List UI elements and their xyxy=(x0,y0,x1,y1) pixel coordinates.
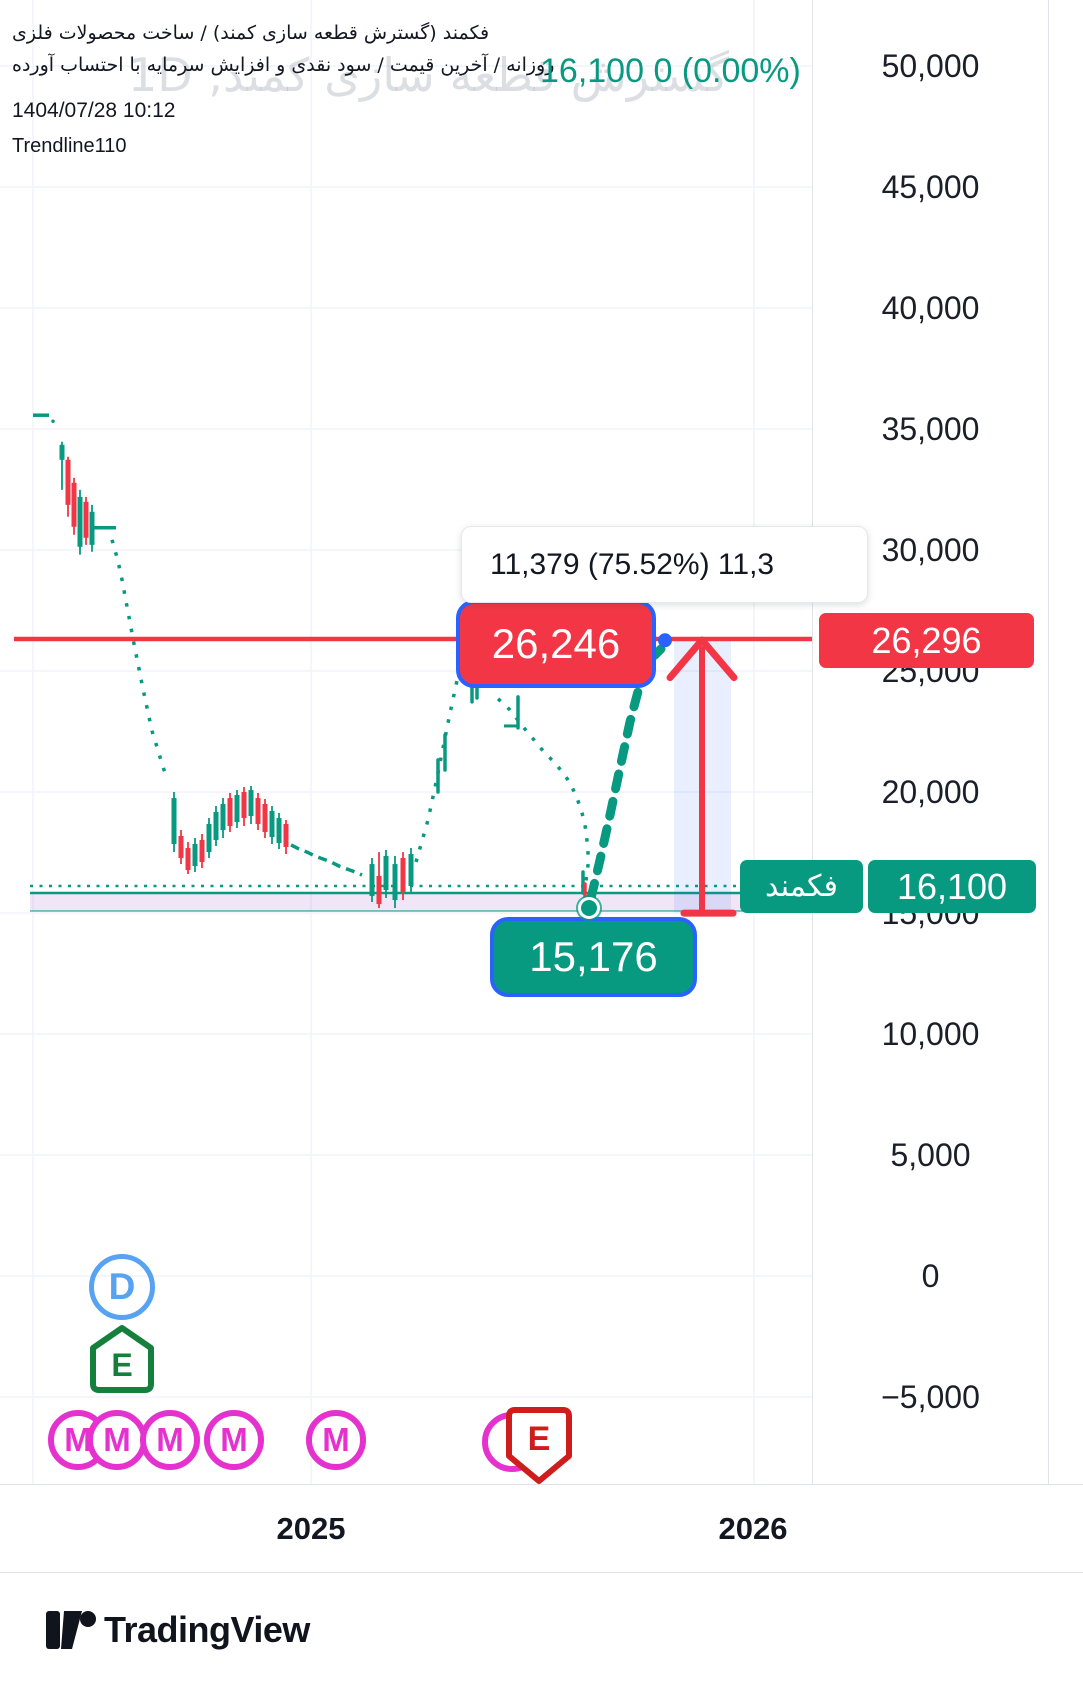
measurement-tooltip: 11,379 (75.52%) 11,3 xyxy=(461,526,868,603)
last-price-axis-tag: 16,100 xyxy=(868,860,1036,913)
event-shield-icon[interactable]: E xyxy=(504,1406,574,1486)
y-axis-tick-label: 5,000 xyxy=(890,1137,971,1173)
y-axis-tick-label: 20,000 xyxy=(881,774,980,810)
symbol-watermark: گسترش قطعه سازی کمند, 1D xyxy=(128,48,730,102)
y-axis-tick-label: 45,000 xyxy=(881,169,980,205)
y-axis-tick-label: 40,000 xyxy=(881,290,980,326)
y-axis-tick-label: 10,000 xyxy=(881,1016,980,1052)
y-axis-tick-label: 35,000 xyxy=(881,411,980,447)
candlestick-plot[interactable] xyxy=(0,0,1083,1484)
y-axis-tick-label: −5,000 xyxy=(881,1379,980,1415)
anchor-low-price-label[interactable]: 15,176 xyxy=(490,917,697,997)
footer: TradingView xyxy=(0,1573,1083,1688)
time-scale[interactable]: 2025 2026 xyxy=(0,1484,1083,1573)
dividend-icon[interactable]: D xyxy=(89,1254,155,1320)
target-price-label[interactable]: 26,246 xyxy=(456,600,656,688)
chart-pane[interactable]: گسترش قطعه سازی کمند, 1D فکمند (گسترش قط… xyxy=(0,0,1083,1484)
monthly-marker-icon[interactable]: M xyxy=(87,1410,147,1470)
footer-divider xyxy=(0,1572,1083,1573)
y-axis-tick-label: 0 xyxy=(921,1258,940,1294)
last-price-summary: 16,100 0 (0.00%) xyxy=(540,52,801,90)
tradingview-logo-text[interactable]: TradingView xyxy=(104,1609,310,1650)
monthly-marker-icon[interactable]: M xyxy=(204,1410,264,1470)
price-scale[interactable]: 26,296 16,100 50,000 45,000 40,000 35,000 30… xyxy=(812,0,1049,1484)
symbol-axis-tag: فکمند xyxy=(740,860,863,913)
monthly-marker-icon[interactable]: M xyxy=(306,1410,366,1470)
y-axis-tick-label: 50,000 xyxy=(881,48,980,84)
monthly-marker-icon[interactable]: M xyxy=(140,1410,200,1470)
year-tick-2026: 2026 xyxy=(718,1511,788,1546)
year-tick-2025: 2025 xyxy=(276,1511,346,1546)
last-bar-datetime: 1404/07/28 10:12 xyxy=(12,99,176,122)
y-axis-tick-label: 30,000 xyxy=(881,532,980,568)
measurement-tooltip-text: 11,379 (75.52%) 11,3 xyxy=(490,548,775,581)
tradingview-logo-icon[interactable] xyxy=(46,1609,102,1655)
svg-text:E: E xyxy=(111,1347,132,1383)
anchor-point-handle[interactable] xyxy=(578,897,600,920)
resistance-axis-price-tag[interactable]: 26,296 xyxy=(819,613,1034,668)
indicator-label[interactable]: Trendline110 xyxy=(12,135,127,157)
earnings-house-icon[interactable]: E xyxy=(89,1324,155,1394)
symbol-info-line[interactable]: روزانه / آخرین قیمت / سود نقدی و افزایش … xyxy=(12,54,555,76)
symbol-title[interactable]: فکمند (گسترش قطعه سازی کمند) / ساخت محصو… xyxy=(12,22,490,44)
svg-text:E: E xyxy=(528,1420,551,1458)
